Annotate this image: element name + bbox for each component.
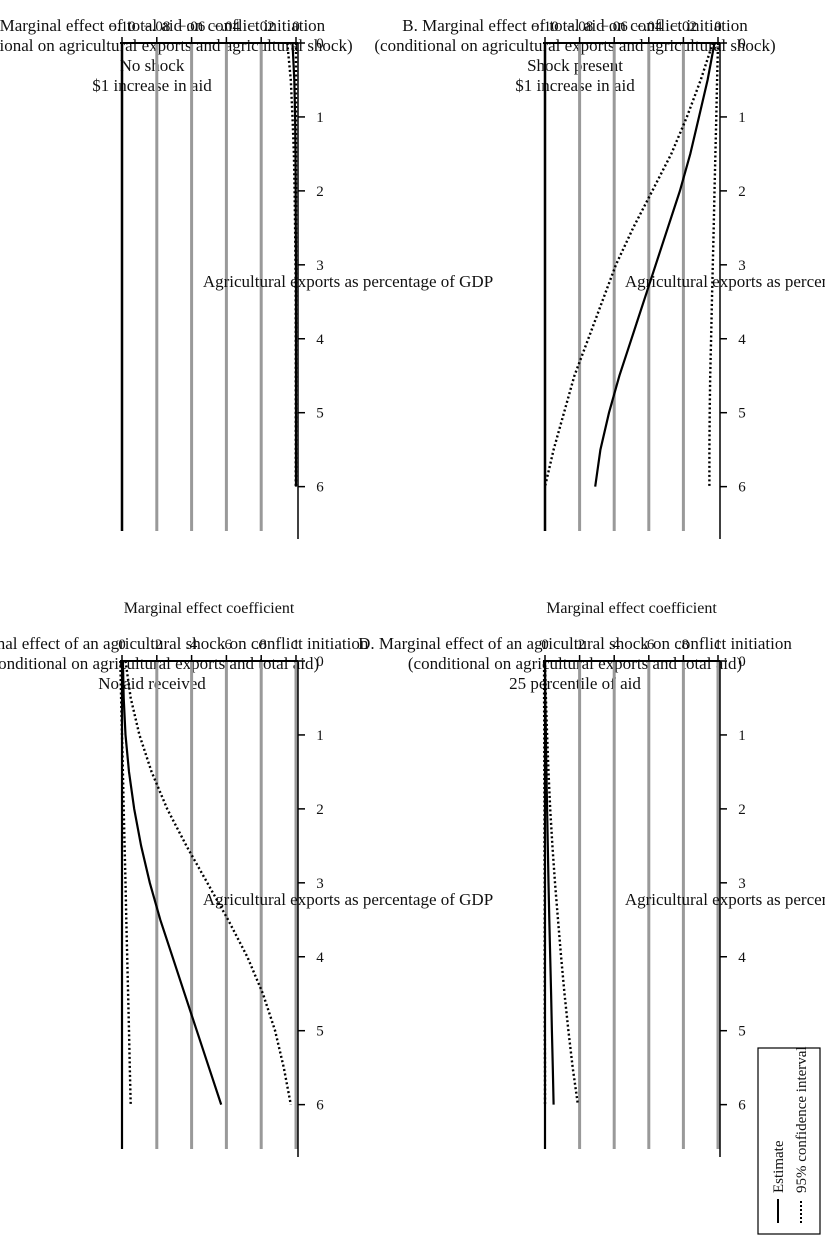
y-tick-label: −.04	[635, 19, 663, 35]
panel-subtitle: (conditional on agricultural exports and…	[0, 36, 353, 55]
y-tick-label: −.02	[670, 19, 697, 35]
x-axis-label: Agricultural exports as percentage of GD…	[625, 272, 825, 291]
legend-estimate-label: Estimate	[771, 1140, 787, 1193]
y-tick-label: .2	[151, 637, 162, 653]
x-tick-label: 2	[316, 802, 324, 818]
series-upper-line	[543, 660, 580, 1105]
x-tick-label: 2	[316, 184, 324, 200]
series-lower-line	[119, 660, 132, 1105]
x-axis-label: Agricultural exports as percentage of GD…	[203, 272, 493, 291]
x-axis-label: Agricultural exports as percentage of GD…	[625, 890, 825, 909]
x-tick-label: 2	[738, 802, 746, 818]
x-tick-label: 0	[738, 36, 746, 52]
x-tick-label: 4	[738, 332, 746, 348]
y-tick-label: −.04	[213, 19, 241, 35]
x-tick-label: 6	[316, 480, 324, 496]
x-tick-label: 5	[316, 1024, 324, 1040]
y-tick-label: −.02	[248, 19, 275, 35]
x-tick-label: 1	[316, 110, 324, 126]
panel-annotation: Shock present	[527, 56, 623, 75]
y-tick-label: .6	[221, 637, 233, 653]
series-estimate-line	[594, 42, 716, 487]
legend-ci-label: 95% confidence interval	[794, 1046, 810, 1193]
y-tick-label: −.08	[566, 19, 593, 35]
y-tick-label: 0	[714, 19, 722, 35]
panel-d: D. Marginal effect of an agricultural sh…	[358, 600, 825, 1157]
x-tick-label: 6	[738, 480, 746, 496]
y-axis-label: Marginal effect coefficient	[546, 600, 717, 617]
panel-subtitle: (conditional on agricultural exports and…	[0, 654, 319, 673]
x-tick-label: 4	[316, 332, 324, 348]
panel-annotation-2: $1 increase in aid	[515, 76, 635, 95]
x-tick-label: 4	[738, 950, 746, 966]
x-tick-label: 1	[738, 110, 746, 126]
x-tick-label: 4	[316, 950, 324, 966]
x-tick-label: 5	[738, 406, 746, 422]
x-tick-label: 0	[316, 654, 324, 670]
y-tick-label: −.10	[531, 19, 558, 35]
x-tick-label: 5	[316, 406, 324, 422]
series-lower-line	[286, 42, 297, 487]
y-tick-label: .2	[574, 637, 585, 653]
y-tick-label: .6	[643, 637, 655, 653]
y-tick-label: 0	[292, 19, 300, 35]
panel-annotation: No shock	[120, 56, 185, 75]
panel-annotation-2: $1 increase in aid	[92, 76, 212, 95]
x-tick-label: 3	[316, 258, 324, 274]
x-tick-label: 1	[738, 728, 746, 744]
y-tick-label: −.06	[178, 19, 206, 35]
legend: Estimate 95% confidence interval	[757, 1046, 821, 1235]
panel-c: C. Marginal effect of an agricultural sh…	[0, 600, 493, 1157]
y-tick-label: .8	[678, 637, 689, 653]
panel-subtitle: (conditional on agricultural exports and…	[408, 654, 742, 673]
y-tick-label: 0	[118, 637, 126, 653]
y-axis-label: Marginal effect coefficient	[124, 600, 295, 617]
x-axis-label: Agricultural exports as percentage of GD…	[203, 890, 493, 909]
x-tick-label: 3	[316, 876, 324, 892]
panel-subtitle: (conditional on agricultural exports and…	[374, 36, 775, 55]
legend-box	[757, 1047, 821, 1235]
panel-title: B. Marginal effect of total aid on confl…	[402, 16, 748, 35]
y-tick-label: −.08	[143, 19, 170, 35]
y-tick-label: .4	[186, 637, 198, 653]
x-tick-label: 6	[316, 1098, 324, 1114]
series-lower-line	[543, 42, 714, 487]
y-tick-label: 1	[292, 637, 300, 653]
x-tick-label: 6	[738, 1098, 746, 1114]
x-tick-label: 0	[738, 654, 746, 670]
x-tick-label: 0	[316, 36, 324, 52]
x-tick-label: 3	[738, 876, 746, 892]
series-estimate-line	[543, 660, 555, 1105]
y-tick-label: 0	[541, 637, 549, 653]
x-tick-label: 1	[316, 728, 324, 744]
x-tick-label: 5	[738, 1024, 746, 1040]
panel-annotation: 25 percentile of aid	[509, 674, 641, 693]
y-tick-label: 1	[714, 637, 722, 653]
series-lower-line	[542, 661, 547, 1105]
panel-title: A. Marginal effect of total aid on confl…	[0, 16, 326, 35]
series-upper-line	[708, 42, 720, 487]
panel-a: A. Marginal effect of total aid on confl…	[0, 16, 493, 539]
x-tick-label: 2	[738, 184, 746, 200]
y-tick-label: .4	[609, 637, 621, 653]
panel-title: C. Marginal effect of an agricultural sh…	[0, 634, 369, 653]
y-tick-label: −.10	[108, 19, 135, 35]
series-upper-line	[124, 660, 292, 1105]
panel-annotation: No aid received	[98, 674, 206, 693]
panel-title: D. Marginal effect of an agricultural sh…	[358, 634, 792, 653]
x-tick-label: 3	[738, 258, 746, 274]
panel-b: B. Marginal effect of total aid on confl…	[374, 16, 825, 539]
y-tick-label: .8	[256, 637, 267, 653]
y-tick-label: −.06	[601, 19, 629, 35]
series-estimate-line	[121, 660, 223, 1105]
